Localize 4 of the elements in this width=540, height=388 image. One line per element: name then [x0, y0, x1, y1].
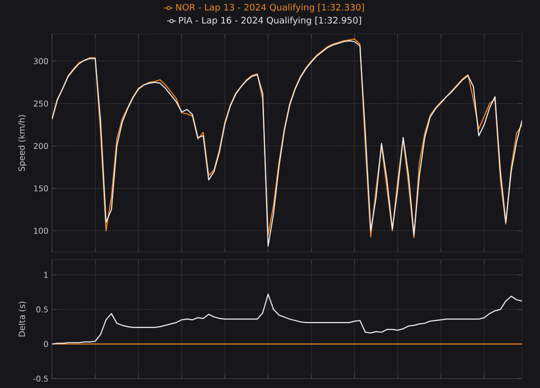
legend-label: NOR - Lap 13 - 2024 Qualifying [1:32.330]	[176, 4, 364, 12]
legend-label: PIA - Lap 16 - 2024 Qualifying [1:32.950]	[179, 16, 361, 26]
y-axis-title: Delta (s)	[18, 302, 26, 336]
y-axis-title: Speed (km/h)	[18, 115, 26, 172]
